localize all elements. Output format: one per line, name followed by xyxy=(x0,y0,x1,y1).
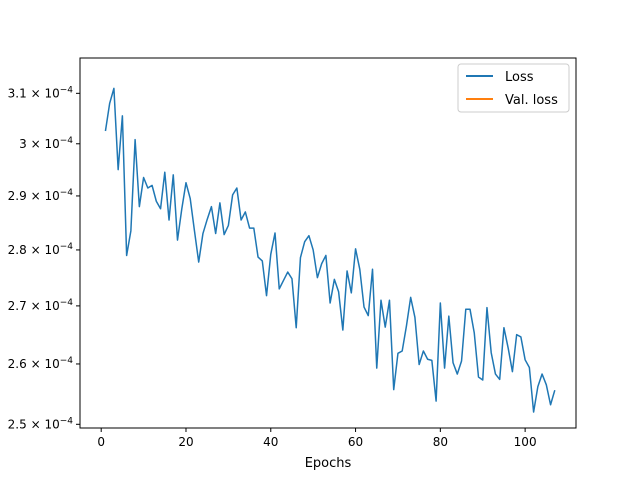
y-axis: 2.5 × 10−4 2.6 × 10−4 2.7 × 10−4 2.8 × 10−4… xyxy=(8,85,80,431)
legend-label: Loss xyxy=(505,70,534,85)
x-tick-label: 60 xyxy=(348,435,363,449)
y-tick-label: 2.8 × 10−4 xyxy=(8,242,74,257)
plot-area xyxy=(80,58,576,428)
x-tick-label: 20 xyxy=(178,435,193,449)
y-tick-label: 2.9 × 10−4 xyxy=(8,188,74,203)
series-line-loss xyxy=(104,87,556,413)
x-tick-label: 40 xyxy=(263,435,278,449)
y-tick-label: 3 × 10−4 xyxy=(19,136,73,151)
x-tick-label: 80 xyxy=(433,435,448,449)
x-axis-label: Epochs xyxy=(305,456,352,471)
y-tick-label: 2.7 × 10−4 xyxy=(8,298,74,313)
x-tick-label: 0 xyxy=(97,435,105,449)
y-tick-label: 2.6 × 10−4 xyxy=(8,356,74,371)
legend: Loss Val. loss xyxy=(457,63,570,113)
series-layer xyxy=(104,87,556,413)
x-tick-label: 100 xyxy=(514,435,537,449)
y-tick-label: 2.5 × 10−4 xyxy=(8,416,74,431)
x-axis: 0 20 40 60 80 100 xyxy=(97,428,537,449)
legend-label: Val. loss xyxy=(505,93,558,108)
y-tick-label: 3.1 × 10−4 xyxy=(8,85,74,100)
plot-frame xyxy=(79,57,577,429)
